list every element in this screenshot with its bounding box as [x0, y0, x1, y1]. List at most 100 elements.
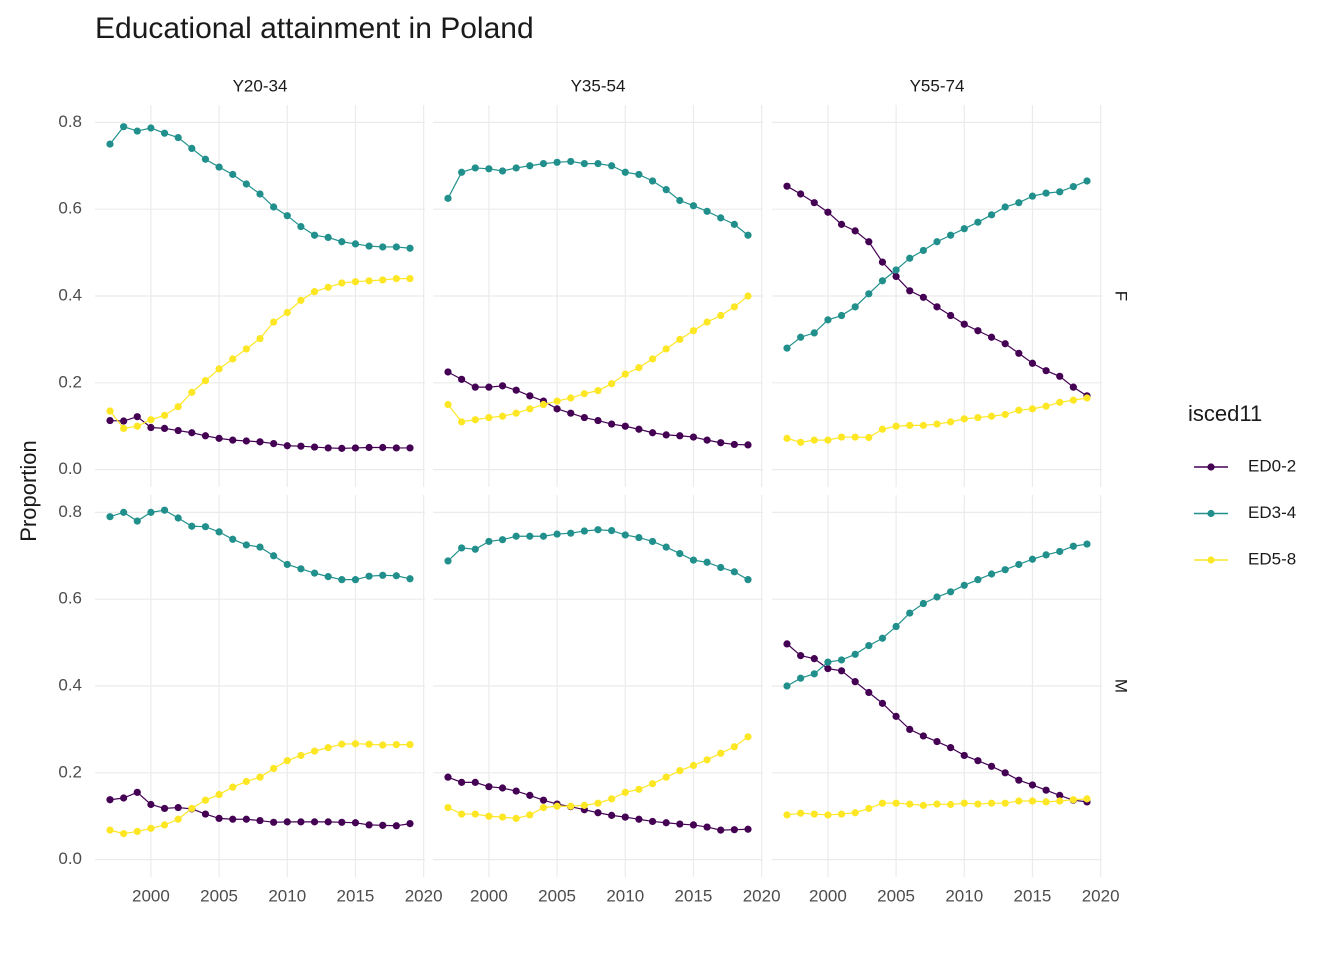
data-point	[539, 400, 548, 409]
data-point	[1056, 547, 1064, 556]
x-tick-label: 2020	[405, 886, 443, 905]
data-point	[744, 441, 752, 449]
data-point	[837, 220, 846, 228]
data-point	[1042, 551, 1050, 559]
data-point	[1042, 189, 1050, 197]
data-point	[324, 818, 332, 826]
data-point	[865, 433, 873, 442]
data-point	[406, 444, 414, 452]
data-point	[498, 412, 507, 420]
data-point	[242, 345, 250, 353]
data-point	[485, 383, 493, 391]
data-point	[133, 413, 141, 421]
data-point	[878, 425, 887, 433]
legend-label: ED5-8	[1248, 549, 1296, 568]
data-point	[608, 811, 616, 819]
data-point	[310, 443, 319, 451]
data-point	[406, 575, 414, 583]
data-point	[229, 815, 237, 823]
data-point	[392, 572, 400, 580]
data-point	[458, 778, 466, 786]
data-point	[1015, 406, 1023, 414]
data-point	[133, 788, 141, 796]
data-point	[553, 158, 561, 166]
legend-key-point	[1207, 463, 1215, 471]
data-point	[1042, 798, 1050, 806]
data-point	[444, 400, 452, 409]
data-point	[297, 818, 305, 826]
data-point	[730, 568, 738, 576]
legend-key-point	[1207, 509, 1215, 518]
series-line	[109, 126, 411, 249]
data-point	[120, 829, 128, 838]
data-point	[797, 333, 805, 341]
data-point	[1001, 769, 1009, 777]
data-point	[147, 423, 155, 432]
data-point	[458, 544, 466, 552]
data-point	[987, 570, 996, 578]
series-line	[447, 529, 749, 581]
x-tick-label: 2015	[675, 886, 713, 905]
x-tick-label: 2005	[877, 886, 915, 905]
data-point	[310, 288, 319, 296]
data-point	[351, 444, 360, 452]
data-point	[324, 573, 332, 581]
data-point	[824, 208, 832, 216]
data-point	[824, 436, 832, 444]
data-point	[851, 227, 859, 235]
data-point	[147, 824, 155, 832]
data-point	[338, 818, 346, 826]
data-point	[242, 180, 250, 188]
data-point	[147, 124, 155, 132]
data-point	[837, 667, 846, 675]
data-point	[580, 390, 588, 398]
data-point	[947, 311, 955, 320]
data-point	[919, 293, 927, 301]
data-point	[526, 791, 534, 799]
data-point	[133, 127, 141, 135]
data-point	[1028, 405, 1037, 413]
data-point	[567, 802, 575, 810]
data-point	[851, 433, 859, 441]
data-point	[608, 795, 616, 803]
data-point	[256, 334, 264, 343]
data-point	[201, 523, 210, 531]
data-point	[498, 813, 507, 821]
data-point	[1015, 349, 1023, 357]
data-point	[730, 303, 738, 311]
data-point	[960, 581, 968, 589]
data-point	[906, 287, 914, 295]
data-point	[744, 825, 752, 833]
data-point	[947, 418, 955, 426]
data-point	[717, 749, 725, 757]
y-tick-label: 0.4	[58, 675, 82, 694]
data-point	[188, 429, 196, 437]
facet-row-label: M	[1112, 679, 1131, 693]
data-point	[310, 818, 319, 826]
data-point	[1028, 797, 1037, 805]
data-point	[567, 157, 575, 166]
data-point	[365, 277, 373, 285]
x-tick-label: 2010	[268, 886, 306, 905]
data-point	[160, 424, 169, 432]
data-point	[324, 444, 332, 452]
data-point	[703, 756, 711, 764]
data-point	[526, 405, 534, 413]
data-point	[1083, 177, 1091, 185]
data-point	[444, 368, 452, 376]
data-point	[392, 275, 400, 283]
series-line	[786, 185, 1088, 397]
chart-title: Educational attainment in Poland	[95, 12, 534, 45]
series-line	[786, 397, 1088, 443]
data-point	[485, 537, 493, 546]
data-point	[1001, 410, 1009, 419]
data-point	[919, 421, 927, 429]
data-point	[471, 545, 479, 553]
data-point	[580, 413, 588, 422]
x-tick-label: 2010	[606, 886, 644, 905]
data-point	[594, 526, 602, 534]
data-point	[539, 532, 548, 540]
data-point	[498, 536, 507, 544]
data-point	[689, 433, 698, 441]
data-point	[689, 556, 698, 564]
